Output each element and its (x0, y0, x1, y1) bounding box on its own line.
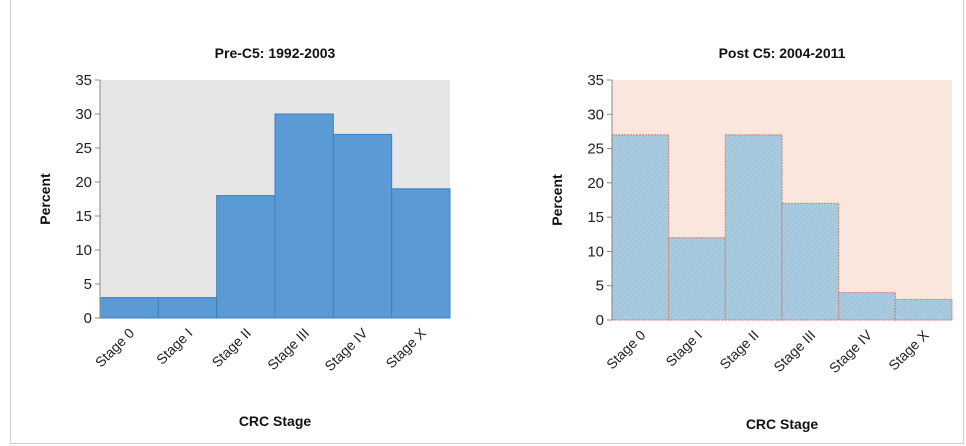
y-tick-label: 0 (596, 312, 604, 329)
x-tick-label: Stage II (716, 327, 761, 372)
y-ticks: 0 5 10 15 20 25 30 35 (75, 72, 101, 327)
bar-stage-i (668, 237, 726, 321)
y-tick-label: 5 (596, 278, 604, 295)
y-axis-label: Percent (37, 173, 53, 225)
bar-stage-iii (781, 202, 840, 321)
y-tick-label: 5 (84, 276, 92, 293)
bar-stage-i (157, 297, 218, 319)
x-tick-label: Stage X (382, 324, 429, 371)
chart-title: Pre-C5: 1992-2003 (215, 45, 336, 61)
x-tick-label: Stage 0 (603, 327, 649, 373)
bar-stage-ii (724, 134, 783, 321)
x-tick-label: Stage IV (826, 326, 876, 376)
y-tick-label: 15 (587, 209, 604, 226)
y-tick-label: 25 (587, 141, 604, 158)
x-tick-label: Stage I (662, 327, 705, 370)
y-tick-label: 15 (75, 208, 92, 225)
chart-pre-c5: Pre-C5: 1992-2003 Percent CRC Stage 0 5 10… (37, 45, 451, 429)
y-ticks: 0 5 10 15 20 25 30 35 (587, 72, 613, 329)
figure-frame (10, 0, 964, 444)
x-tick-label: Stage III (770, 327, 818, 375)
y-tick-label: 25 (75, 140, 92, 157)
x-tick-label: Stage II (209, 325, 254, 370)
x-tick-label: Stage IV (321, 324, 371, 374)
chart-title: Post C5: 2004-2011 (719, 45, 846, 61)
bars (99, 113, 451, 319)
y-tick-label: 35 (75, 72, 92, 89)
y-tick-label: 20 (587, 175, 604, 192)
x-tick-label: Stage III (264, 325, 312, 373)
y-axis-label: Percent (549, 174, 565, 226)
bar-stage-x (894, 298, 953, 321)
bar-stage-iv (838, 291, 896, 321)
bars (611, 134, 953, 321)
x-ticks: Stage 0 Stage I Stage II Stage III Stage IV S… (92, 324, 430, 374)
bar-stage-0 (611, 134, 670, 321)
x-tick-label: Stage I (153, 325, 196, 368)
y-tick-label: 10 (587, 243, 604, 260)
bar-stage-0 (99, 297, 159, 319)
y-tick-label: 10 (75, 242, 92, 259)
x-tick-label: Stage X (885, 326, 932, 373)
y-tick-label: 30 (75, 106, 92, 123)
y-tick-label: 35 (587, 72, 604, 89)
bar-stage-ii (216, 195, 276, 319)
x-axis-label: CRC Stage (239, 413, 312, 429)
y-tick-label: 30 (587, 106, 604, 123)
y-tick-label: 20 (75, 174, 92, 191)
x-axis-label: CRC Stage (746, 416, 819, 432)
chart-post-c5: Post C5: 2004-2011 Percent CRC Stage 0 5 1… (549, 45, 953, 432)
bar-stage-iv (332, 133, 393, 319)
x-tick-label: Stage 0 (92, 325, 138, 371)
y-tick-label: 0 (84, 310, 92, 327)
x-ticks: Stage 0 Stage I Stage II Stage III Stage IV S… (603, 326, 932, 376)
bar-stage-iii (274, 113, 334, 319)
bar-stage-x (391, 188, 451, 319)
